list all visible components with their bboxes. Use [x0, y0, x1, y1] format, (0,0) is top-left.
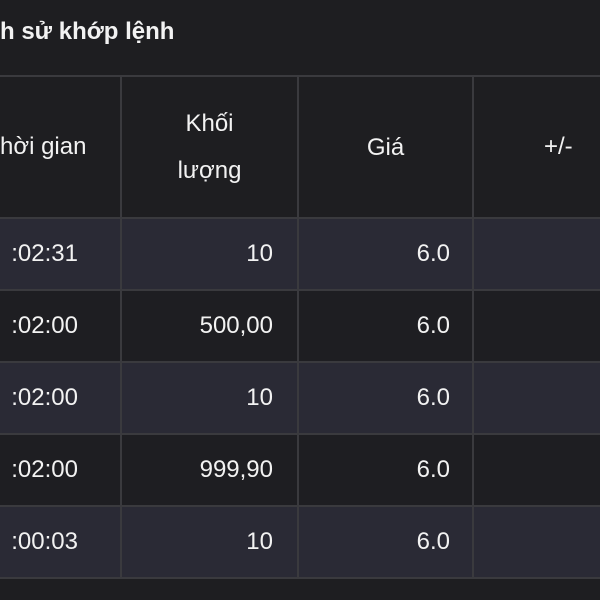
volume-cell: 10	[122, 219, 299, 289]
table-body: :02:31 10 6.0:02:00 500,00 6.0:02:00 10 6.0:02…	[0, 217, 600, 579]
header-change[interactable]: +/-	[474, 77, 600, 217]
header-time[interactable]: hời gian	[0, 77, 122, 217]
header-label: hời gian	[0, 133, 87, 160]
time-cell: :02:00	[0, 363, 122, 433]
change-cell	[474, 219, 600, 289]
header-label: Giá	[366, 133, 405, 161]
price-cell: 6.0	[299, 507, 474, 577]
table-row[interactable]: :00:03 10 6.0	[0, 505, 600, 579]
change-cell	[474, 507, 600, 577]
panel-title: h sử khớp lệnh	[0, 18, 175, 45]
header-volume[interactable]: Khối lượng	[122, 77, 299, 217]
price-cell: 6.0	[299, 219, 474, 289]
header-label: +/-	[544, 133, 573, 160]
change-cell	[474, 435, 600, 505]
time-cell: :02:31	[0, 219, 122, 289]
volume-cell: 500,00	[122, 291, 299, 361]
table-row[interactable]: :02:31 10 6.0	[0, 217, 600, 289]
table-row[interactable]: :02:00 500,00 6.0	[0, 289, 600, 361]
header-price[interactable]: Giá	[299, 77, 474, 217]
table-row[interactable]: :02:00 10 6.0	[0, 361, 600, 433]
volume-cell: 999,90	[122, 435, 299, 505]
change-cell	[474, 363, 600, 433]
price-cell: 6.0	[299, 363, 474, 433]
table-row[interactable]: :02:00 999,90 6.0	[0, 433, 600, 505]
price-cell: 6.0	[299, 435, 474, 505]
change-cell	[474, 291, 600, 361]
match-history-table: hời gian Khối lượng Giá +/- :02:31 10 6.0:…	[0, 75, 600, 579]
time-cell: :02:00	[0, 291, 122, 361]
price-cell: 6.0	[299, 291, 474, 361]
table-header: hời gian Khối lượng Giá +/-	[0, 75, 600, 217]
volume-cell: 10	[122, 507, 299, 577]
time-cell: :00:03	[0, 507, 122, 577]
time-cell: :02:00	[0, 435, 122, 505]
volume-cell: 10	[122, 363, 299, 433]
header-label: Khối lượng	[177, 110, 242, 184]
